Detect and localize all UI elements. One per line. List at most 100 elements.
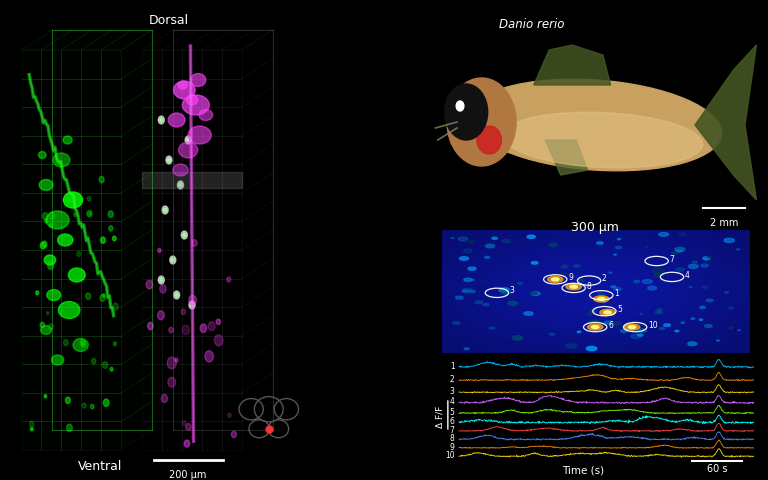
Text: 60 s: 60 s [707, 464, 727, 474]
Polygon shape [142, 30, 273, 50]
Circle shape [47, 312, 49, 314]
Ellipse shape [168, 113, 185, 127]
Text: Danio rerio: Danio rerio [499, 18, 564, 31]
Circle shape [455, 296, 463, 299]
Circle shape [88, 196, 91, 201]
Ellipse shape [447, 78, 516, 166]
Circle shape [42, 213, 48, 220]
Text: 10: 10 [445, 451, 455, 460]
Circle shape [29, 421, 34, 427]
Circle shape [574, 265, 580, 267]
Circle shape [464, 348, 469, 350]
Ellipse shape [46, 211, 69, 229]
Circle shape [527, 235, 535, 239]
Circle shape [566, 344, 577, 348]
Circle shape [508, 301, 518, 305]
Circle shape [160, 278, 163, 282]
Circle shape [169, 327, 173, 333]
Ellipse shape [503, 112, 703, 168]
Circle shape [531, 262, 538, 264]
Circle shape [501, 290, 511, 295]
Circle shape [485, 256, 490, 258]
Circle shape [113, 303, 118, 310]
Circle shape [471, 279, 474, 280]
Polygon shape [22, 30, 152, 50]
Circle shape [524, 312, 533, 315]
Circle shape [160, 285, 166, 293]
Circle shape [170, 256, 176, 264]
Polygon shape [22, 50, 121, 450]
Text: 2 mm: 2 mm [710, 218, 738, 228]
Circle shape [445, 84, 488, 140]
Circle shape [110, 367, 113, 371]
Circle shape [185, 136, 191, 144]
Circle shape [80, 339, 85, 346]
Text: 1: 1 [614, 289, 619, 298]
Circle shape [590, 310, 596, 312]
Circle shape [489, 327, 495, 329]
Circle shape [462, 290, 468, 292]
Circle shape [485, 244, 495, 248]
Circle shape [231, 431, 237, 438]
Circle shape [589, 320, 600, 324]
Text: Δ F/F: Δ F/F [435, 406, 445, 428]
Circle shape [468, 267, 476, 270]
Circle shape [659, 232, 668, 236]
Text: 4: 4 [685, 271, 690, 279]
Circle shape [548, 276, 563, 282]
Ellipse shape [47, 289, 61, 300]
Circle shape [675, 247, 685, 252]
Circle shape [452, 322, 460, 324]
Polygon shape [695, 45, 756, 200]
Circle shape [702, 286, 708, 288]
Circle shape [729, 307, 733, 309]
Circle shape [499, 288, 509, 292]
Circle shape [87, 210, 92, 217]
Ellipse shape [477, 126, 502, 154]
Circle shape [653, 269, 664, 273]
Circle shape [167, 357, 177, 369]
Text: 6: 6 [450, 417, 455, 426]
Circle shape [49, 324, 53, 329]
Circle shape [559, 272, 567, 276]
Circle shape [104, 399, 109, 407]
Circle shape [689, 287, 692, 288]
Circle shape [692, 261, 697, 263]
Text: 9: 9 [568, 273, 573, 282]
Ellipse shape [53, 153, 70, 167]
Polygon shape [242, 30, 273, 450]
Circle shape [167, 158, 170, 162]
Text: 3: 3 [510, 287, 515, 296]
Text: 10: 10 [648, 321, 657, 330]
Circle shape [183, 233, 186, 237]
Circle shape [205, 351, 214, 362]
Circle shape [114, 342, 117, 346]
Circle shape [42, 241, 47, 247]
Circle shape [598, 293, 604, 295]
Circle shape [699, 319, 703, 320]
Text: Dorsal: Dorsal [149, 13, 189, 26]
Text: 7: 7 [670, 255, 674, 264]
Circle shape [168, 377, 176, 387]
Text: 6: 6 [608, 321, 613, 330]
Ellipse shape [199, 109, 213, 120]
Circle shape [600, 309, 615, 315]
Circle shape [614, 254, 617, 255]
Circle shape [724, 239, 734, 242]
Circle shape [664, 324, 670, 326]
Polygon shape [142, 50, 242, 450]
Circle shape [646, 247, 648, 248]
Circle shape [469, 290, 475, 293]
Circle shape [717, 340, 720, 341]
Text: 7: 7 [450, 426, 455, 434]
Circle shape [67, 424, 72, 432]
Text: Ventral: Ventral [78, 459, 122, 472]
Circle shape [597, 242, 603, 244]
Circle shape [642, 280, 652, 284]
Circle shape [208, 322, 215, 331]
Circle shape [227, 277, 230, 282]
Ellipse shape [63, 136, 72, 144]
Text: 1: 1 [450, 361, 455, 371]
Circle shape [688, 342, 697, 346]
Circle shape [88, 212, 91, 216]
